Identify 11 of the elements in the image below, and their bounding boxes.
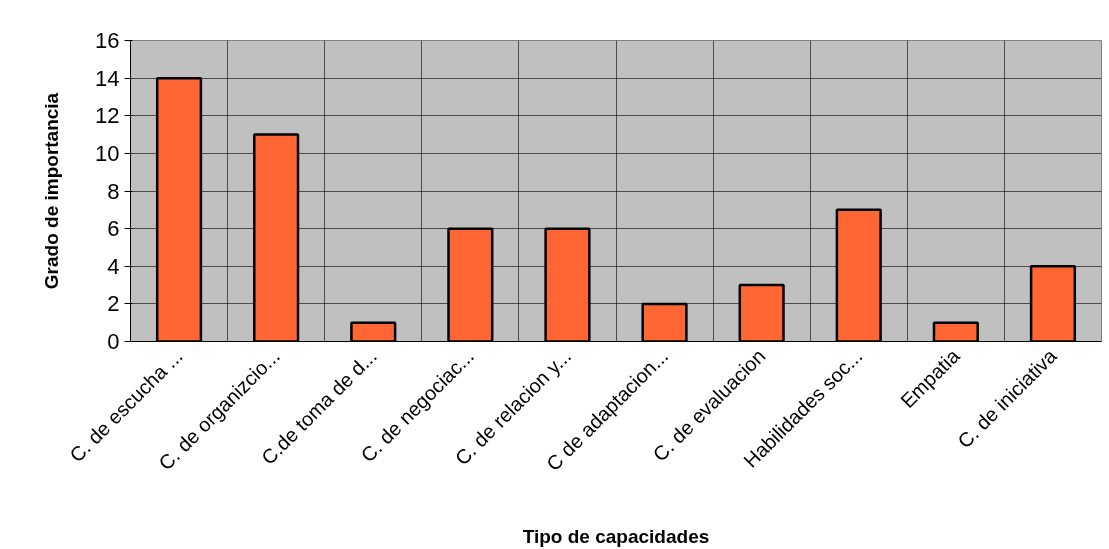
y-tick-label: 16 [95, 28, 120, 53]
y-tick-label: 14 [95, 65, 120, 91]
y-tick-label: 12 [95, 103, 120, 129]
y-tick-label: 8 [107, 178, 120, 204]
y-tick-label: 6 [107, 216, 120, 242]
y-tick-label: 2 [107, 291, 120, 317]
y-tick-label: 10 [95, 140, 120, 166]
y-tick-label: 0 [107, 329, 120, 354]
y-axis-title: Grado de importancia [41, 92, 63, 290]
y-tick-label: 4 [107, 253, 120, 279]
x-axis-title: Tipo de capacidades [522, 525, 710, 547]
